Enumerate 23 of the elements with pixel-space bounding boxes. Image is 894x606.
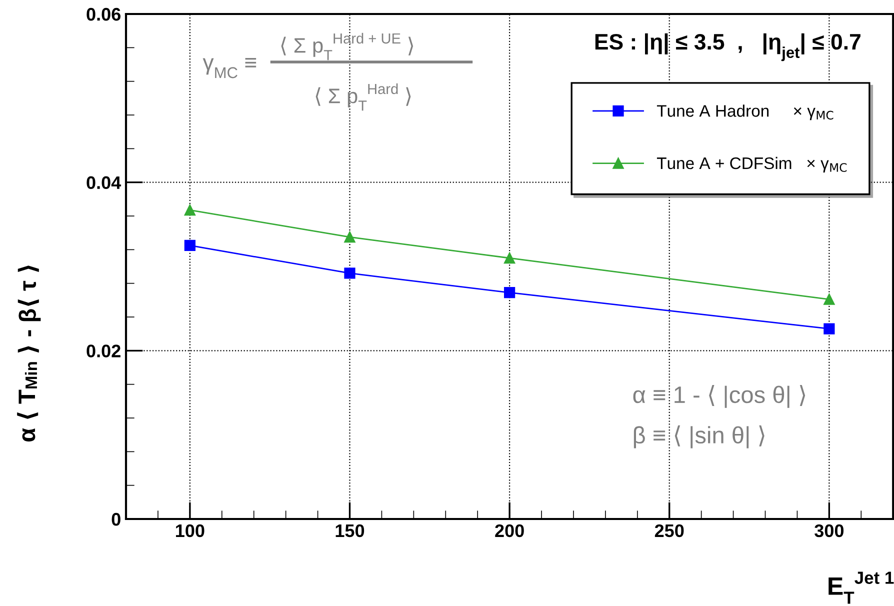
point (344, 231, 356, 243)
point (504, 252, 516, 264)
x-tick-label: 200 (495, 524, 524, 538)
point (824, 323, 835, 334)
point (184, 240, 196, 252)
y-tick-label: 0 (112, 512, 120, 526)
x-tick-label: 300 (814, 524, 844, 538)
point (824, 294, 835, 305)
x-tick-label: 100 (176, 524, 204, 538)
x-tick-label: 250 (654, 524, 684, 538)
point (344, 268, 356, 279)
y-axis-title: α ⟨ TMin ⟩ - β⟨ τ ⟩ (17, 266, 41, 442)
legend-label: Tune A Hadron × γ$_{MC}$ (656, 104, 834, 120)
y-tick-label: 0.04 (86, 176, 122, 190)
y-tick-label: 0.02 (86, 344, 120, 358)
annotation: α ≡ 1 - ⟨ |cos θ| ⟩ (633, 384, 806, 408)
y-tick-label: 0.06 (86, 8, 120, 21)
point (184, 204, 196, 216)
legend-label: Tune A + CDFSim × γ$_{MC}$ (656, 156, 847, 172)
x-axis-title: ETJet 1 (828, 572, 894, 604)
annotation: β ≡ ⟨ |sin θ| ⟩ (634, 425, 764, 448)
point (504, 287, 516, 298)
x-tick-label: 150 (336, 524, 364, 538)
